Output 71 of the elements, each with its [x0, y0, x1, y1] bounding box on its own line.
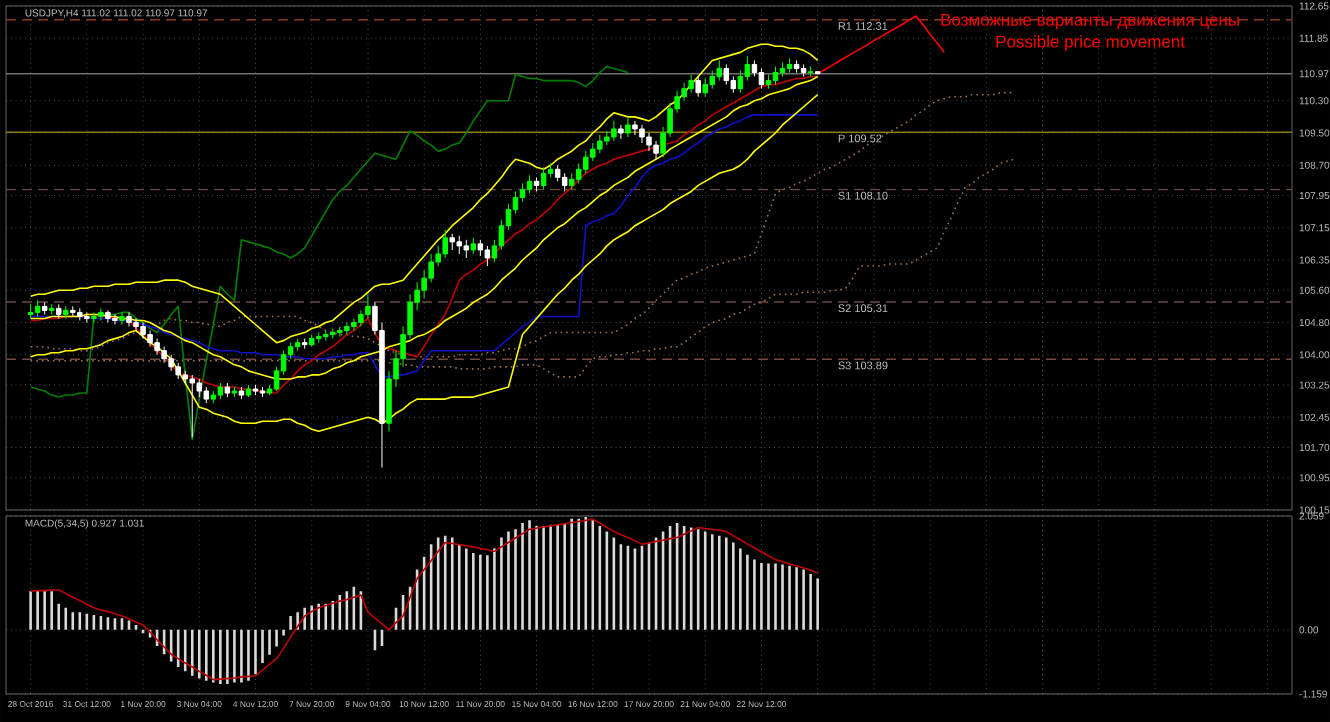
candlestick — [168, 354, 174, 372]
candlestick — [84, 311, 90, 323]
candlestick — [653, 140, 659, 160]
candlestick — [723, 63, 730, 86]
candlestick — [63, 305, 69, 319]
candlestick — [224, 382, 231, 398]
candlestick — [34, 299, 41, 317]
candlestick — [449, 233, 455, 251]
candlestick — [632, 120, 638, 136]
candlestick — [337, 326, 343, 338]
candlestick — [779, 61, 786, 78]
candlestick — [786, 57, 793, 74]
candlestick — [301, 338, 308, 350]
candlestick — [48, 303, 55, 315]
candlestick — [484, 245, 491, 267]
candlestick — [70, 305, 76, 317]
candlestick — [807, 65, 814, 78]
candlestick — [259, 386, 266, 398]
candlestick — [540, 166, 547, 190]
candlestick — [456, 235, 463, 255]
annotation: Возможные варианты движения цены — [941, 13, 1239, 30]
candlestick — [189, 374, 195, 438]
candlestick — [765, 74, 772, 90]
candlestick — [323, 330, 329, 342]
candlestick — [533, 176, 540, 192]
candlestick — [611, 120, 617, 142]
candlestick — [800, 63, 807, 78]
candlestick — [344, 321, 350, 336]
candlestick — [308, 334, 315, 348]
candlestick — [126, 311, 132, 328]
candlestick — [112, 313, 118, 325]
candlestick — [625, 116, 631, 138]
candlestick — [77, 307, 83, 321]
candlestick — [597, 134, 603, 154]
candlestick — [688, 74, 694, 94]
candlestick — [154, 338, 160, 356]
candlestick — [758, 67, 765, 90]
candlestick — [315, 332, 322, 344]
candlestick — [27, 303, 34, 319]
candlestick — [695, 76, 701, 98]
candlestick — [203, 386, 210, 404]
candlestick — [252, 384, 259, 396]
candlestick — [55, 303, 62, 319]
candlestick — [618, 124, 624, 140]
candlestick — [231, 386, 238, 398]
candlestick — [238, 386, 245, 400]
candlestick — [210, 390, 217, 404]
candlestick — [470, 237, 477, 255]
candlestick — [294, 338, 301, 352]
candlestick — [91, 311, 97, 323]
candlestick — [351, 317, 357, 332]
candlestick — [133, 317, 139, 332]
candlestick — [147, 330, 153, 348]
candlestick — [98, 307, 104, 321]
candlestick — [119, 311, 125, 325]
candlestick — [217, 382, 224, 400]
candlestick — [561, 172, 568, 192]
candlestick — [330, 328, 336, 340]
candlestick — [105, 309, 111, 323]
candlestick — [526, 174, 533, 194]
candlestick — [463, 239, 470, 259]
candlestick — [793, 59, 800, 74]
candlestick — [639, 124, 645, 144]
annotation: Possible price movement — [996, 35, 1185, 51]
candlestick — [161, 346, 167, 364]
candlestick — [245, 384, 252, 398]
candlestick — [716, 59, 723, 82]
candlestick — [175, 362, 181, 380]
candlestick — [772, 65, 779, 86]
candlestick — [41, 301, 48, 315]
candlestick — [442, 229, 448, 259]
